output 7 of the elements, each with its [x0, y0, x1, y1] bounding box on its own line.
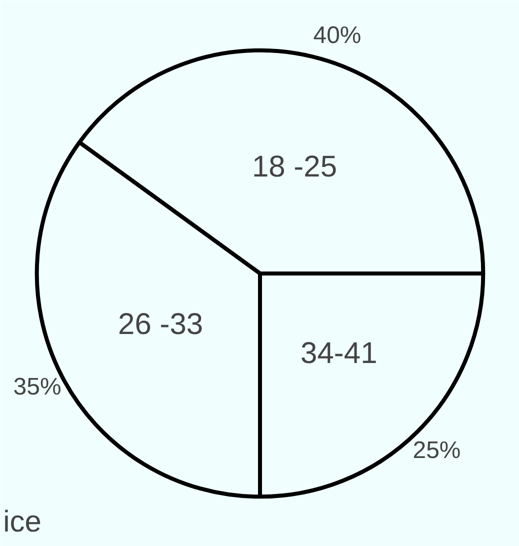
data-label: 35% [13, 374, 62, 401]
text: ice [3, 506, 42, 539]
slice-label: 34-41 [300, 337, 378, 370]
data-label: 25% [412, 437, 461, 464]
slice-label: 26 -33 [118, 308, 204, 341]
slice-label: 18 -25 [252, 150, 338, 184]
data-label: 40% [313, 22, 362, 49]
